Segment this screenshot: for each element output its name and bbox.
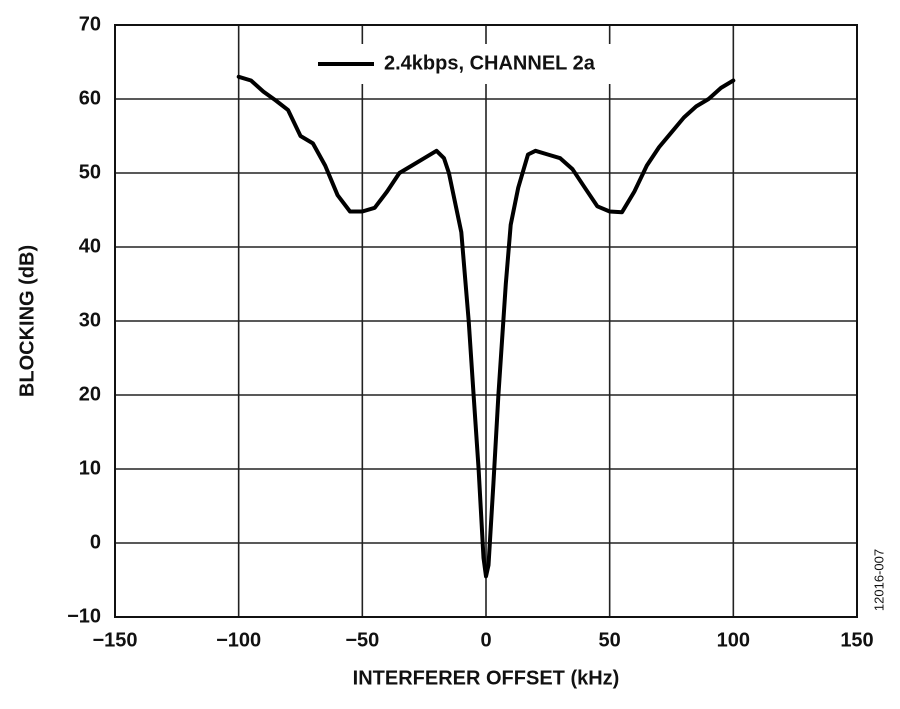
y-tick-label: 70 — [79, 13, 101, 35]
y-tick-label: 50 — [79, 161, 101, 183]
x-tick-label: −100 — [216, 629, 261, 651]
plot-frame — [114, 24, 858, 618]
y-tick-label: 60 — [79, 87, 101, 109]
y-tick-label: 0 — [90, 531, 101, 553]
x-tick-label: 50 — [599, 629, 621, 651]
x-tick-label: −50 — [345, 629, 379, 651]
y-tick-label: −10 — [67, 605, 101, 627]
y-axis-label: BLOCKING (dB) — [16, 245, 38, 397]
x-tick-label: 150 — [840, 629, 873, 651]
legend-label: 2.4kbps, CHANNEL 2a — [384, 52, 596, 74]
y-tick-label: 40 — [79, 235, 101, 257]
y-tick-label: 20 — [79, 383, 101, 405]
x-tick-label: −150 — [92, 629, 137, 651]
y-tick-label: 10 — [79, 457, 101, 479]
data-line — [236, 74, 736, 579]
x-tick-label: 100 — [717, 629, 750, 651]
x-tick-label: 0 — [480, 629, 491, 651]
y-tick-label: 30 — [79, 309, 101, 331]
figure-id: 12016-007 — [871, 549, 886, 611]
x-axis-label: INTERFERER OFFSET (kHz) — [353, 667, 620, 689]
